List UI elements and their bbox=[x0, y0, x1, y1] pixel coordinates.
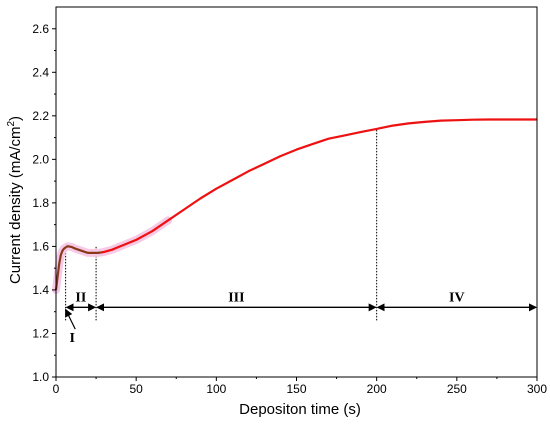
y-axis-title-tail: ) bbox=[7, 116, 24, 121]
series-group bbox=[52, 118, 537, 294]
region-label-IV: IV bbox=[449, 290, 465, 305]
y-axis-title-sup: 2 bbox=[6, 121, 17, 127]
y-tick-label: 1.6 bbox=[32, 239, 49, 253]
y-tick-label: 1.2 bbox=[32, 326, 49, 340]
series-line-main bbox=[100, 118, 537, 254]
y-tick-label: 1.4 bbox=[32, 283, 49, 297]
plot-frame bbox=[55, 6, 538, 378]
x-tick-label: 0 bbox=[53, 382, 60, 396]
y-tick-label: 2.4 bbox=[32, 65, 49, 79]
region-label-III: III bbox=[228, 290, 244, 305]
y-tick-label: 2.6 bbox=[32, 22, 49, 36]
y-tick-label: 1.0 bbox=[32, 370, 49, 384]
y-axis-title: Current density (mA/cm2) bbox=[6, 116, 24, 284]
x-tick-label: 150 bbox=[286, 382, 306, 396]
region-boundaries bbox=[65, 128, 378, 321]
x-tick-label: 100 bbox=[206, 382, 226, 396]
x-tick-label: 300 bbox=[527, 382, 547, 396]
region-annotations: II III IVI bbox=[65, 290, 537, 346]
y-tick-label: 1.8 bbox=[32, 196, 49, 210]
x-tick-label: 250 bbox=[447, 382, 467, 396]
y-tick-label: 2.0 bbox=[32, 152, 49, 166]
axes-group: 0 50 100 150 200 250 300 1.0 1.2 1.4 1.6 1.8 2.0 2.2 2… bbox=[32, 6, 547, 396]
y-tick-label: 2.2 bbox=[32, 109, 49, 123]
series-line-early bbox=[54, 245, 102, 291]
annotation-arrow-I bbox=[65, 308, 76, 330]
region-label-II: II bbox=[75, 290, 86, 305]
x-tick-label: 200 bbox=[367, 382, 387, 396]
x-axis-title: Depositon time (s) bbox=[239, 401, 361, 418]
x-tick-label: 50 bbox=[129, 382, 143, 396]
region-label-I: I bbox=[70, 331, 75, 346]
y-axis-title-main: Current density (mA/cm bbox=[7, 127, 24, 285]
